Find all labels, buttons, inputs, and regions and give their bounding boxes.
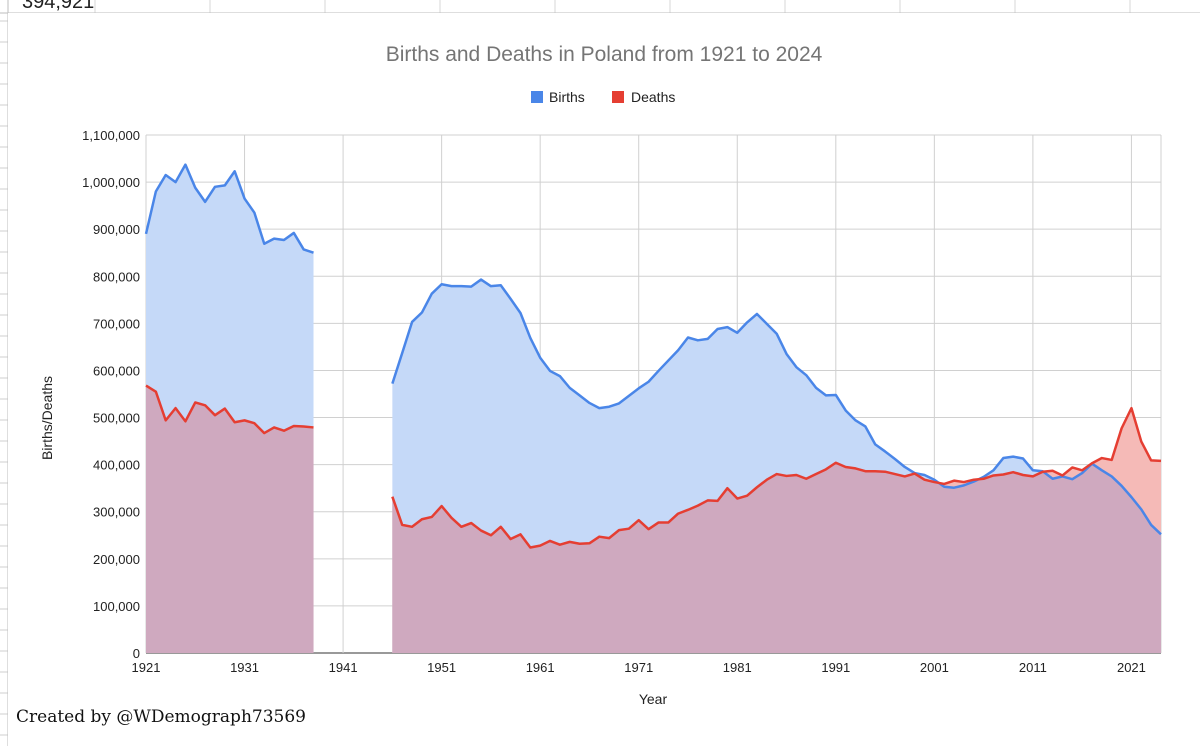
x-tick-label: 2001 (920, 660, 949, 675)
y-tick-label: 1,100,000 (82, 128, 140, 143)
x-tick-label: 1971 (624, 660, 653, 675)
x-axis-label: Year (639, 691, 668, 707)
credit-text: Created by @WDemograph73569 (16, 707, 306, 727)
y-tick-label: 700,000 (93, 316, 140, 331)
y-axis-ticks: 0 100,000 200,000 300,000 400,000 500,000 600,… (82, 128, 140, 661)
births-line (391, 278, 1162, 536)
plot-areas (146, 164, 1161, 653)
y-tick-label: 100,000 (93, 599, 140, 614)
y-tick-label: 600,000 (93, 363, 140, 378)
x-tick-label: 1961 (526, 660, 555, 675)
plot-lines (144, 163, 1162, 549)
x-tick-label: 1931 (230, 660, 259, 675)
overlap-area (146, 385, 314, 653)
y-tick-label: 0 (133, 646, 140, 661)
y-axis-label: Births/Deaths (39, 376, 55, 460)
y-tick-label: 1,000,000 (82, 175, 140, 190)
legend-births-label: Births (549, 89, 585, 105)
legend-births-swatch (531, 91, 543, 103)
x-tick-label: 1991 (821, 660, 850, 675)
y-tick-label: 200,000 (93, 552, 140, 567)
chart-container: Births and Deaths in Poland from 1921 to… (8, 13, 1200, 746)
x-tick-label: 1941 (329, 660, 358, 675)
x-tick-label: 1951 (427, 660, 456, 675)
sheet-cell-fragment: 394,921 (22, 0, 95, 13)
y-tick-label: 400,000 (93, 458, 140, 473)
legend: Births Deaths (531, 89, 675, 105)
x-tick-label: 2021 (1117, 660, 1146, 675)
chart: Births and Deaths in Poland from 1921 to… (39, 43, 1162, 707)
births-line (144, 163, 314, 254)
y-tick-label: 900,000 (93, 222, 140, 237)
y-tick-label: 500,000 (93, 411, 140, 426)
x-axis-ticks: 1921 1931 1941 1951 1961 1971 1981 1991 2001 2011… (132, 660, 1146, 675)
legend-deaths-label: Deaths (631, 89, 675, 105)
deaths-line (145, 384, 314, 435)
x-tick-label: 2011 (1019, 660, 1047, 675)
legend-deaths-swatch (612, 91, 624, 103)
deaths-line (391, 406, 1162, 549)
overlap-area (392, 462, 1161, 653)
y-tick-label: 800,000 (93, 269, 140, 284)
x-tick-label: 1981 (723, 660, 752, 675)
y-tick-label: 300,000 (93, 505, 140, 520)
chart-title: Births and Deaths in Poland from 1921 to… (386, 43, 823, 66)
x-tick-label: 1921 (132, 660, 161, 675)
